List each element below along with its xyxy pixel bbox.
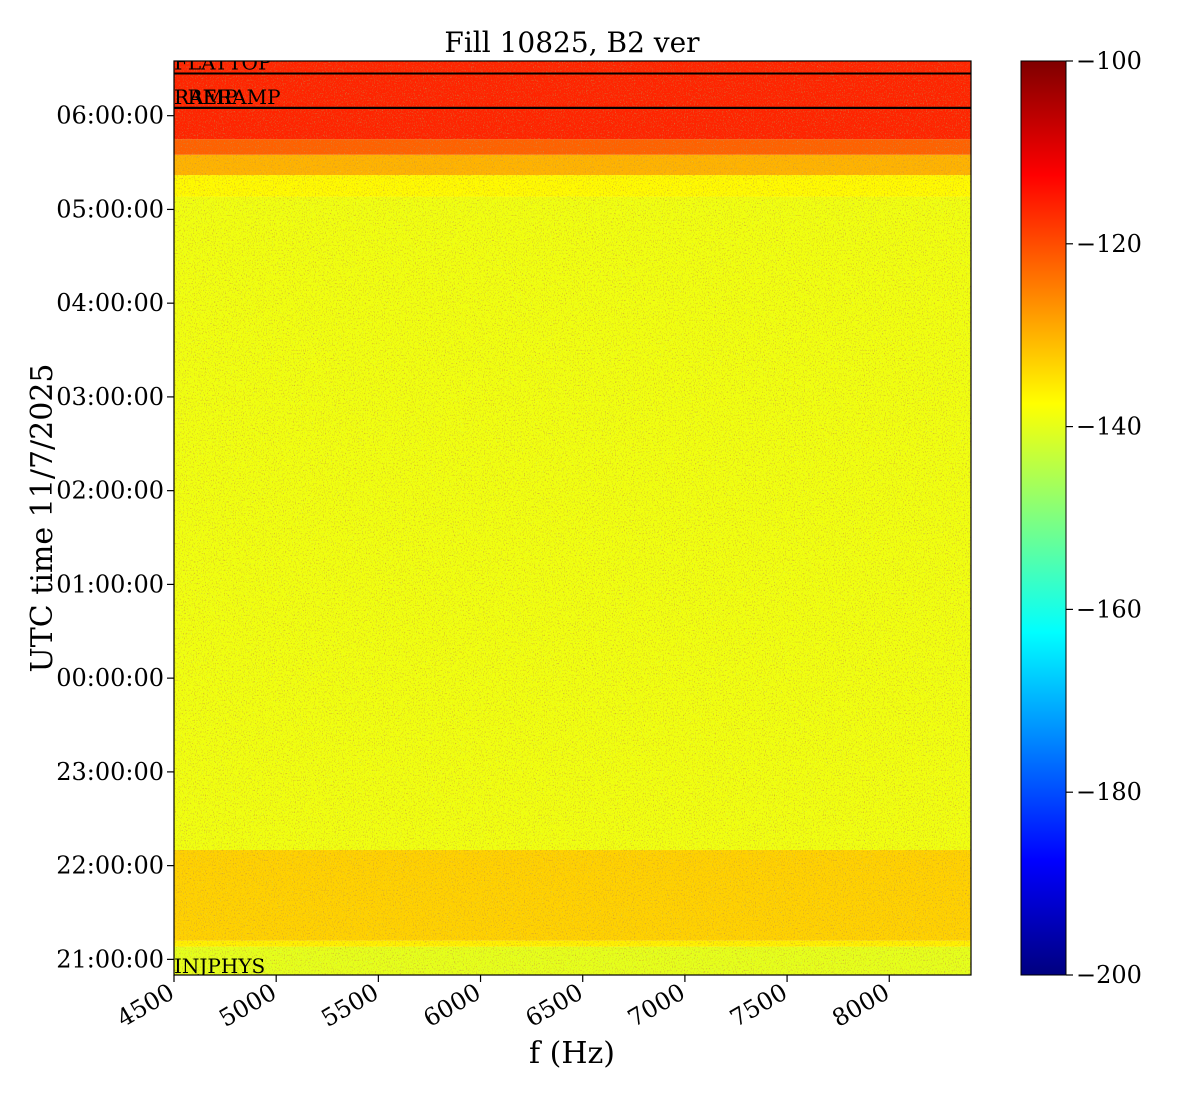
x-tick-label: 4500 xyxy=(112,978,179,1033)
x-tick-label: 6500 xyxy=(521,978,588,1033)
y-tick-label: 04:00:00 xyxy=(56,289,164,317)
y-tick-label: 22:00:00 xyxy=(56,852,164,880)
mode-marker-label: RAMP xyxy=(174,85,237,109)
colorbar-tick-label: −160 xyxy=(1076,595,1142,623)
colorbar: −100 −120 −140 −160 −180 −200 xyxy=(1020,47,1142,989)
x-tick-label: 8000 xyxy=(827,978,894,1033)
y-tick-label: 23:00:00 xyxy=(56,758,164,786)
colorbar-tick-label: −100 xyxy=(1076,47,1142,75)
colorbar-tick-label: −180 xyxy=(1076,778,1142,806)
x-tick-label: 7000 xyxy=(623,978,690,1033)
colorbar-tick-label: −120 xyxy=(1076,230,1142,258)
chart-title: Fill 10825, B2 ver xyxy=(444,26,700,59)
y-tick-label: 05:00:00 xyxy=(56,195,164,223)
colorbar-tick-label: −200 xyxy=(1076,961,1142,989)
noise-overlay-cool xyxy=(174,61,971,975)
y-tick-label: 21:00:00 xyxy=(56,945,164,973)
y-tick-label: 02:00:00 xyxy=(56,477,164,505)
x-tick-label: 5000 xyxy=(214,978,281,1033)
x-tick-label: 6000 xyxy=(419,978,486,1033)
x-tick-label: 7500 xyxy=(725,978,792,1033)
mode-marker-label: PRERAMP xyxy=(174,85,281,109)
y-tick-label: 01:00:00 xyxy=(56,570,164,598)
y-axis-ticks: 21:00:00 22:00:00 23:00:00 00:00:00 01:00:00… xyxy=(56,102,174,973)
colorbar-ticks: −100 −120 −140 −160 −180 −200 xyxy=(1066,47,1142,989)
x-axis-ticks: 4500 5000 5500 6000 6500 7000 7500 8000 xyxy=(112,975,894,1033)
x-axis-label: f (Hz) xyxy=(529,1036,615,1071)
x-tick-label: 5500 xyxy=(316,978,383,1033)
mode-marker-label: FLATTOP xyxy=(174,50,271,74)
y-tick-label: 03:00:00 xyxy=(56,383,164,411)
y-axis-label: UTC time 11/7/2025 xyxy=(25,364,60,673)
y-tick-label: 00:00:00 xyxy=(56,664,164,692)
colorbar-tick-label: −140 xyxy=(1076,413,1142,441)
colorbar-gradient xyxy=(1020,60,1067,976)
plot-frame xyxy=(173,60,972,976)
mode-marker-label: INJPHYS xyxy=(174,954,265,978)
y-tick-label: 06:00:00 xyxy=(56,102,164,130)
